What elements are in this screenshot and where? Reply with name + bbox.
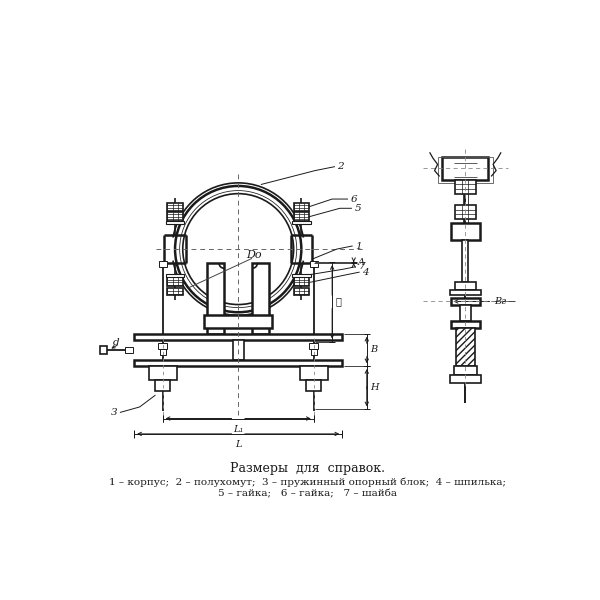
Bar [155, 380, 170, 391]
Bar [450, 290, 481, 295]
Bar [293, 203, 309, 211]
Text: 1 – корпус;  2 – полухомут;  3 – пружинный опорный блок;  4 – шпилька;: 1 – корпус; 2 – полухомут; 3 – пружинный… [109, 478, 506, 487]
Bar [167, 277, 183, 286]
Bar [456, 328, 475, 366]
Bar [134, 334, 342, 340]
Bar [310, 262, 317, 267]
Bar [208, 263, 224, 334]
Bar [451, 322, 480, 328]
Bar [293, 287, 309, 295]
Bar [300, 366, 328, 380]
Text: 1: 1 [355, 242, 362, 251]
Bar [293, 212, 309, 221]
Bar [166, 274, 184, 277]
Text: H: H [371, 383, 379, 392]
Bar [167, 212, 183, 221]
Text: 2: 2 [338, 162, 344, 171]
Bar [309, 343, 318, 349]
Bar [454, 366, 477, 376]
Text: 5: 5 [355, 204, 361, 213]
Bar [252, 263, 269, 334]
Bar [451, 298, 480, 305]
Bar [306, 380, 322, 391]
Bar [134, 360, 342, 366]
Bar [293, 277, 309, 286]
Bar [160, 349, 166, 355]
Text: L₁: L₁ [233, 425, 244, 434]
Bar [451, 223, 480, 240]
Text: Dо: Dо [246, 250, 262, 260]
Text: 4: 4 [362, 268, 369, 277]
Bar [205, 316, 272, 328]
Bar [450, 376, 481, 383]
Bar [167, 203, 183, 211]
Text: 3: 3 [110, 408, 118, 417]
Bar [233, 340, 244, 360]
Bar [455, 205, 476, 219]
Bar [100, 346, 107, 354]
Text: 6: 6 [350, 194, 357, 203]
Bar [442, 157, 488, 180]
Text: Размеры  для  справок.: Размеры для справок. [230, 462, 385, 475]
Bar [311, 349, 317, 355]
Bar [158, 343, 167, 349]
Bar [462, 240, 469, 282]
Bar [166, 221, 184, 224]
Bar [460, 305, 471, 322]
Text: Bг: Bг [494, 297, 506, 306]
Bar [125, 347, 133, 353]
Text: 5 – гайка;   6 – гайка;   7 – шайба: 5 – гайка; 6 – гайка; 7 – шайба [218, 490, 397, 499]
Bar [455, 180, 476, 194]
Text: L: L [235, 440, 241, 449]
Text: ℓ: ℓ [336, 298, 342, 307]
Bar [167, 287, 183, 295]
Bar [437, 157, 493, 183]
Bar [292, 221, 311, 224]
Text: A: A [358, 258, 365, 267]
Bar [159, 262, 167, 267]
Text: d: d [113, 338, 119, 347]
Bar [149, 366, 176, 380]
Bar [455, 282, 476, 290]
Bar [292, 274, 311, 277]
Text: B: B [371, 346, 378, 355]
Text: 7: 7 [358, 262, 365, 271]
